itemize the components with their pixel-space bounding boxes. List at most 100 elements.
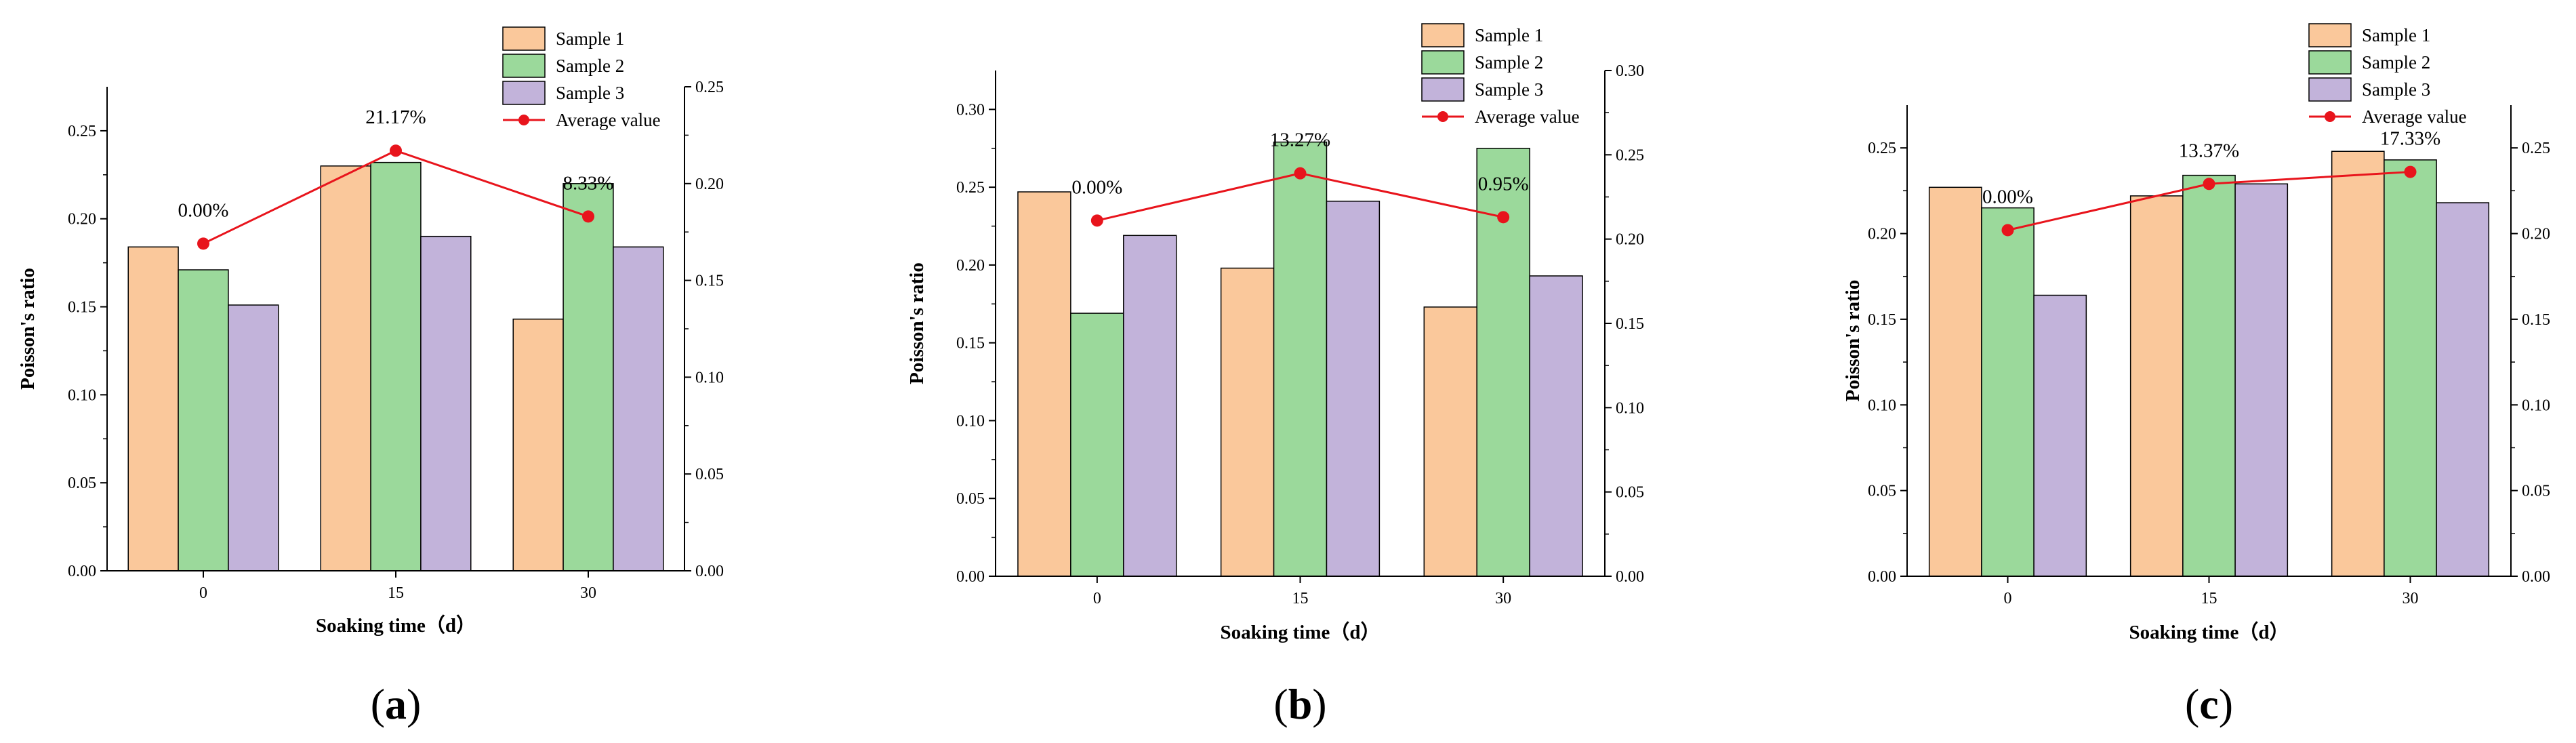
right-tick-label: 0.25 xyxy=(2522,140,2550,157)
average-point-cat-0 xyxy=(197,237,209,250)
panel-label: (a) xyxy=(371,680,422,728)
percent-annotation: 8.33% xyxy=(563,172,614,194)
legend-label: Sample 3 xyxy=(556,83,624,103)
x-tick-label: 30 xyxy=(580,584,596,602)
left-tick-label: 0.30 xyxy=(956,101,985,119)
average-point-cat-30 xyxy=(582,210,594,223)
percent-annotation: 0.95% xyxy=(1478,173,1529,195)
bar-sample-3-cat-30 xyxy=(2436,202,2490,577)
left-tick-label: 0.20 xyxy=(1868,226,1896,243)
x-tick-label: 30 xyxy=(1495,590,1511,607)
left-tick-label: 0.00 xyxy=(1868,568,1896,586)
percent-annotation: 21.17% xyxy=(365,106,426,128)
bar-sample-3-cat-30 xyxy=(613,246,664,571)
bar-sample-1-cat-30 xyxy=(1423,306,1477,577)
bar-sample-2-cat-15 xyxy=(370,161,422,571)
right-tick-label: 0.25 xyxy=(695,79,724,96)
percent-annotation: 0.00% xyxy=(1982,186,2033,207)
right-tick-label: 0.20 xyxy=(1616,231,1644,249)
left-tick-label: 0.25 xyxy=(1868,140,1896,157)
legend-marker-average xyxy=(2325,111,2335,122)
x-axis-title: Soaking time（d） xyxy=(316,614,476,637)
right-tick-label: 0.05 xyxy=(695,466,724,483)
legend-swatch-sample-2 xyxy=(2308,50,2352,75)
right-tick-label: 0.00 xyxy=(2522,568,2550,586)
percent-annotation: 13.37% xyxy=(2179,140,2239,161)
y-axis-title: Poisson's ratio xyxy=(906,262,928,384)
legend-marker-average xyxy=(518,115,529,125)
left-tick-label: 0.20 xyxy=(68,211,96,228)
bar-sample-3-cat-15 xyxy=(1326,201,1381,577)
right-tick-label: 0.30 xyxy=(1616,62,1644,80)
bar-sample-2-cat-30 xyxy=(563,183,614,571)
average-point-cat-30 xyxy=(2404,165,2417,178)
right-tick-label: 0.15 xyxy=(2522,311,2550,329)
y-axis-title: Poisson's ratio xyxy=(17,268,39,390)
left-tick-label: 0.05 xyxy=(68,475,96,492)
chart-panel-b: 0.00 0.05 0.10 0.15 0.20 0.25 0.30 0.00 0.05 0.10… xyxy=(906,23,1644,728)
bar-sample-2-cat-15 xyxy=(2182,174,2236,577)
legend-swatch-sample-2 xyxy=(502,54,546,78)
legend-swatch-sample-1 xyxy=(1421,23,1465,47)
legend: Sample 1 Sample 2 Sample 3 Average value xyxy=(502,26,661,130)
legend-marker-average xyxy=(1437,111,1448,122)
legend: Sample 1 Sample 2 Sample 3 Average value xyxy=(1421,23,1580,127)
panel-label: (c) xyxy=(2185,680,2233,728)
y-axis-title: Poisson's ratio xyxy=(1842,280,1864,402)
bar-sample-3-cat-0 xyxy=(1123,235,1177,577)
panel-label-letter: b xyxy=(1288,680,1313,728)
average-point-cat-15 xyxy=(1294,167,1307,180)
left-tick-label: 0.25 xyxy=(68,123,96,140)
left-tick-label: 0.25 xyxy=(956,179,985,197)
percent-annotation: 0.00% xyxy=(1071,176,1122,198)
legend-label: Sample 2 xyxy=(2362,52,2430,73)
bar-sample-3-cat-30 xyxy=(1529,275,1583,577)
left-tick-label: 0.05 xyxy=(956,490,985,508)
panel-label-close: ) xyxy=(2219,680,2233,728)
legend-swatch-sample-2 xyxy=(1421,50,1465,75)
legend-swatch-sample-3 xyxy=(2308,77,2352,102)
x-axis-title: Soaking time（d） xyxy=(1220,621,1380,643)
bar-sample-1-cat-15 xyxy=(320,165,371,571)
right-tick-label: 0.25 xyxy=(1616,146,1644,164)
percent-annotation: 0.00% xyxy=(178,199,229,221)
left-tick-label: 0.15 xyxy=(68,299,96,317)
bar-sample-3-cat-0 xyxy=(228,304,279,571)
average-point-cat-30 xyxy=(1497,211,1510,224)
x-tick-label: 15 xyxy=(2201,590,2217,607)
right-tick-label: 0.05 xyxy=(1616,484,1644,502)
bar-sample-1-cat-0 xyxy=(127,246,179,571)
percent-annotation: 17.33% xyxy=(2380,128,2440,150)
x-tick-label: 0 xyxy=(199,584,207,602)
legend-label: Sample 3 xyxy=(1475,79,1543,100)
left-tick-label: 0.20 xyxy=(956,257,985,275)
average-point-cat-15 xyxy=(390,144,402,157)
legend-swatch-sample-1 xyxy=(502,26,546,51)
x-tick-label: 0 xyxy=(2004,590,2012,607)
right-tick-label: 0.10 xyxy=(695,369,724,386)
left-tick-label: 0.05 xyxy=(1868,483,1896,500)
bar-sample-3-cat-0 xyxy=(2033,294,2087,577)
left-tick-label: 0.15 xyxy=(956,335,985,353)
left-tick-label: 0.10 xyxy=(1868,397,1896,414)
bar-sample-1-cat-15 xyxy=(1220,267,1275,577)
percent-annotation: 13.27% xyxy=(1270,129,1330,151)
average-point-cat-0 xyxy=(2001,224,2014,237)
bar-sample-1-cat-0 xyxy=(1928,186,1982,577)
bar-sample-1-cat-30 xyxy=(2331,150,2385,577)
right-tick-label: 0.10 xyxy=(2522,397,2550,414)
left-tick-label: 0.00 xyxy=(956,568,985,586)
legend-label: Sample 2 xyxy=(1475,52,1543,73)
bar-sample-2-cat-30 xyxy=(2384,159,2437,577)
legend-label: Average value xyxy=(1475,106,1580,127)
right-tick-label: 0.05 xyxy=(2522,483,2550,500)
legend-label: Average value xyxy=(556,110,661,130)
bar-sample-2-cat-0 xyxy=(178,269,229,571)
legend-swatch-sample-3 xyxy=(502,81,546,105)
bar-sample-1-cat-0 xyxy=(1017,191,1071,577)
panel-label-open: ( xyxy=(371,680,385,728)
legend-swatch-sample-3 xyxy=(1421,77,1465,102)
bar-sample-2-cat-0 xyxy=(1070,313,1124,577)
panel-label: (b) xyxy=(1273,680,1326,728)
